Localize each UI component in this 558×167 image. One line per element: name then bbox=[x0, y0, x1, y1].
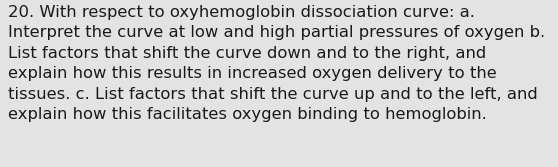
Text: 20. With respect to oxyhemoglobin dissociation curve: a.
Interpret the curve at : 20. With respect to oxyhemoglobin dissoc… bbox=[8, 5, 546, 122]
